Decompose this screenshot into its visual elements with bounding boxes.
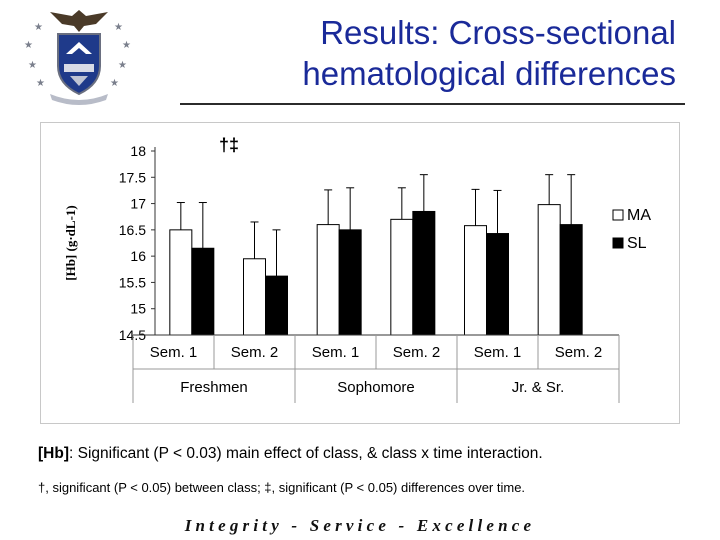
y-tick-label: 16.5 bbox=[119, 222, 146, 238]
y-tick-label: 15 bbox=[130, 301, 146, 317]
legend-label-sl: SL bbox=[627, 235, 647, 252]
star-ring-icon: ★ ★ ★ ★ ★ ★ ★ ★ bbox=[24, 22, 131, 89]
slide-title-line-2: hematological differences bbox=[302, 55, 676, 92]
y-tick-label: 18 bbox=[130, 143, 146, 159]
y-tick-label: 17.5 bbox=[119, 169, 146, 185]
bar-ma-1 bbox=[243, 258, 266, 336]
bar-ma-4 bbox=[464, 225, 487, 336]
eagle-icon bbox=[50, 10, 108, 32]
significance-annotation: †‡ bbox=[219, 135, 239, 155]
bar-ma-0 bbox=[169, 229, 193, 336]
x-tick-label: Sem. 2 bbox=[231, 344, 279, 361]
x-tick-label: Sem. 2 bbox=[393, 344, 441, 361]
group-label: Sophomore bbox=[337, 379, 415, 396]
y-tick-label: 16 bbox=[130, 248, 146, 264]
footer-motto: Integrity - Service - Excellence bbox=[184, 516, 536, 535]
x-tick-label: Sem. 1 bbox=[150, 344, 198, 361]
note-main-effect-text: : Significant (P < 0.03) main effect of … bbox=[69, 445, 543, 462]
bar-ma-3 bbox=[390, 218, 414, 336]
svg-text:★: ★ bbox=[28, 60, 37, 71]
bar-sl-1 bbox=[265, 275, 288, 336]
x-tick-label: Sem. 1 bbox=[474, 344, 522, 361]
group-label: Freshmen bbox=[180, 379, 248, 396]
y-axis-label: [Hb] (g·dL-1) bbox=[63, 205, 78, 280]
x-tick-label: Sem. 1 bbox=[312, 344, 360, 361]
bar-ma-2 bbox=[316, 224, 340, 336]
slide-title: Results: Cross-sectional hematological d… bbox=[156, 12, 676, 94]
svg-text:★: ★ bbox=[24, 40, 33, 51]
bar-sl-4 bbox=[486, 233, 509, 336]
slide-title-line-1: Results: Cross-sectional bbox=[320, 14, 676, 51]
bar-ma-5 bbox=[537, 204, 561, 336]
y-tick-label: 17 bbox=[130, 196, 146, 212]
svg-text:★: ★ bbox=[114, 22, 123, 33]
legend-swatch-ma bbox=[612, 209, 624, 221]
note-hb-label: [Hb] bbox=[38, 445, 69, 462]
y-tick-label: 15.5 bbox=[119, 274, 146, 290]
legend-swatch-sl bbox=[612, 237, 624, 249]
svg-text:★: ★ bbox=[110, 78, 119, 89]
svg-text:★: ★ bbox=[122, 40, 131, 51]
bar-sl-3 bbox=[412, 210, 436, 336]
x-tick-label: Sem. 2 bbox=[555, 344, 603, 361]
note-main-effect: [Hb]: Significant (P < 0.03) main effect… bbox=[38, 445, 543, 463]
legend-label-ma: MA bbox=[627, 207, 651, 224]
bar-sl-0 bbox=[191, 247, 215, 336]
scroll-banner-icon bbox=[50, 94, 108, 105]
academy-emblem: ★ ★ ★ ★ ★ ★ ★ ★ bbox=[24, 10, 131, 105]
note-significance-key: †, significant (P < 0.05) between class;… bbox=[38, 480, 526, 495]
svg-text:★: ★ bbox=[118, 60, 127, 71]
title-divider bbox=[180, 103, 685, 105]
hemoglobin-bar-chart: 18 17.5 17 16.5 16 15.5 15 14.5 [Hb] (g·dL-1) †‡ S… bbox=[63, 135, 651, 403]
svg-text:★: ★ bbox=[36, 78, 45, 89]
svg-text:★: ★ bbox=[34, 22, 43, 33]
bar-sl-5 bbox=[559, 224, 583, 336]
chart-frame: 18 17.5 17 16.5 16 15.5 15 14.5 [Hb] (g·dL-1) †‡ S… bbox=[40, 122, 680, 424]
bar-sl-2 bbox=[338, 229, 362, 336]
group-label: Jr. & Sr. bbox=[512, 379, 565, 396]
y-tick-label: 14.5 bbox=[119, 327, 146, 343]
